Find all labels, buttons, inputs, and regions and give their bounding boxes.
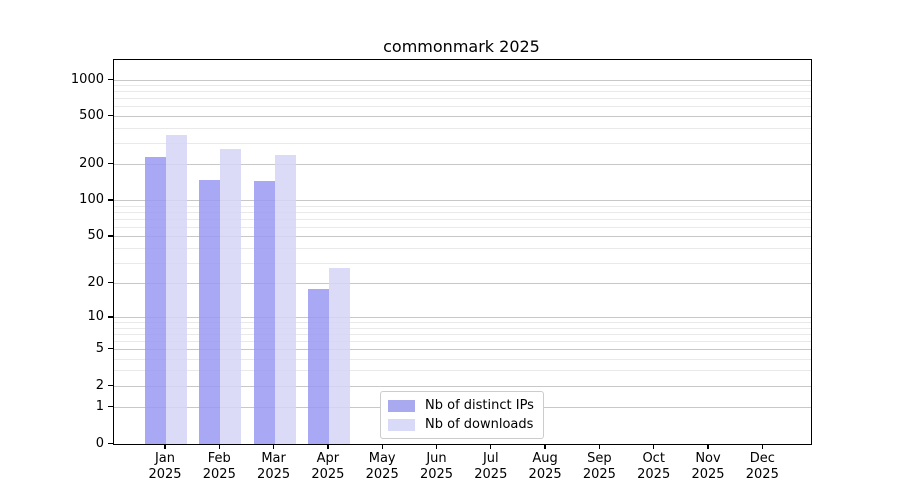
- x-tick-label-jan-2025: Jan 2025: [148, 451, 182, 482]
- gridline-major-50: [114, 236, 811, 238]
- x-tick-label-jun-2025: Jun 2025: [419, 451, 454, 482]
- gridline-minor-800: [114, 91, 811, 93]
- gridline-minor-900: [114, 85, 811, 87]
- chart-title: commonmark 2025: [383, 37, 540, 56]
- y-tick-mark-10: [108, 316, 113, 318]
- y-tick-label-500: 500: [79, 107, 104, 123]
- x-tick-label-aug-2025: Aug 2025: [528, 451, 562, 482]
- y-tick-label-0: 0: [95, 435, 104, 451]
- y-tick-mark-1000: [108, 78, 113, 80]
- gridline-minor-700: [114, 98, 811, 100]
- y-tick-mark-20: [108, 282, 113, 284]
- gridline-major-200: [114, 164, 811, 166]
- x-tick-label-jul-2025: Jul 2025: [474, 451, 508, 482]
- y-tick-mark-100: [108, 199, 113, 201]
- x-tick-mark-may: [381, 444, 383, 450]
- bar-apr-downloads: [328, 268, 350, 444]
- x-tick-mark-sep: [598, 444, 601, 450]
- legend-swatch-distinct-ips: [388, 399, 415, 412]
- x-tick-label-sep-2025: Sep 2025: [582, 451, 616, 482]
- y-tick-mark-5: [108, 348, 113, 350]
- plot-area: Nb of distinct IPs Nb of downloads: [113, 59, 812, 445]
- bar-mar-downloads: [274, 155, 296, 444]
- y-tick-label-200: 200: [79, 156, 104, 172]
- gridline-major-10: [114, 317, 811, 319]
- gridline-minor-90: [114, 205, 811, 207]
- bar-jan-downloads: [166, 134, 187, 444]
- legend-item-downloads: Nb of downloads: [388, 417, 534, 432]
- y-tick-label-20: 20: [87, 275, 104, 291]
- bar-apr-distinct-ips: [307, 288, 329, 444]
- y-tick-label-2: 2: [95, 377, 104, 393]
- x-tick-label-feb-2025: Feb 2025: [202, 451, 236, 482]
- legend: Nb of distinct IPs Nb of downloads: [380, 391, 544, 439]
- legend-label-distinct-ips: Nb of distinct IPs: [425, 398, 534, 413]
- legend-item-distinct-ips: Nb of distinct IPs: [388, 398, 534, 413]
- gridline-major-500: [114, 115, 811, 117]
- x-tick-mark-nov: [707, 444, 709, 450]
- gridline-major-100: [114, 200, 811, 202]
- x-tick-mark-feb: [218, 444, 220, 450]
- bar-mar-distinct-ips: [253, 181, 275, 444]
- gridline-minor-3: [114, 370, 811, 372]
- y-tick-label-1: 1: [95, 398, 104, 414]
- y-tick-mark-2: [108, 384, 113, 386]
- gridline-minor-70: [114, 218, 811, 220]
- gridline-major-20: [114, 283, 811, 285]
- x-tick-label-mar-2025: Mar 2025: [257, 451, 291, 482]
- bar-feb-distinct-ips: [199, 179, 221, 444]
- y-tick-label-5: 5: [95, 341, 104, 357]
- gridline-minor-80: [114, 211, 811, 213]
- gridline-minor-6: [114, 340, 811, 342]
- x-tick-mark-apr: [327, 444, 329, 450]
- gridline-major-2: [114, 385, 811, 387]
- y-tick-label-1000: 1000: [70, 71, 104, 87]
- x-tick-mark-jan: [164, 444, 166, 450]
- gridline-minor-60: [114, 226, 811, 228]
- bar-jan-distinct-ips: [145, 156, 166, 444]
- gridline-minor-400: [114, 127, 811, 129]
- x-tick-label-dec-2025: Dec 2025: [745, 451, 779, 482]
- x-tick-mark-jul: [490, 444, 492, 450]
- x-tick-label-nov-2025: Nov 2025: [691, 451, 725, 482]
- gridline-major-1000: [114, 79, 811, 81]
- gridline-minor-7: [114, 333, 811, 335]
- x-tick-mark-aug: [544, 444, 546, 450]
- gridline-minor-4: [114, 358, 811, 360]
- y-tick-mark-50: [108, 235, 113, 237]
- y-tick-mark-500: [108, 114, 113, 117]
- gridline-minor-600: [114, 106, 811, 108]
- y-tick-mark-200: [108, 163, 113, 165]
- x-tick-label-oct-2025: Oct 2025: [637, 451, 671, 482]
- x-tick-mark-mar: [272, 444, 275, 450]
- x-tick-mark-jun: [435, 444, 438, 450]
- gridline-minor-40: [114, 247, 811, 249]
- gridline-major-5: [114, 349, 811, 351]
- x-tick-label-apr-2025: Apr 2025: [311, 451, 345, 482]
- y-tick-label-100: 100: [79, 192, 104, 208]
- x-tick-label-may-2025: May 2025: [365, 451, 399, 482]
- x-tick-mark-oct: [653, 444, 655, 450]
- y-tick-label-10: 10: [87, 309, 104, 325]
- gridline-minor-30: [114, 262, 811, 264]
- gridline-minor-8: [114, 327, 811, 329]
- legend-label-downloads: Nb of downloads: [425, 417, 534, 432]
- y-tick-label-50: 50: [87, 228, 104, 244]
- y-tick-mark-1: [108, 405, 113, 408]
- gridline-minor-9: [114, 322, 811, 324]
- legend-swatch-downloads: [388, 418, 415, 431]
- gridline-minor-300: [114, 142, 811, 144]
- bar-feb-downloads: [220, 149, 242, 444]
- x-tick-mark-dec: [761, 444, 763, 450]
- y-tick-mark-0: [108, 442, 113, 444]
